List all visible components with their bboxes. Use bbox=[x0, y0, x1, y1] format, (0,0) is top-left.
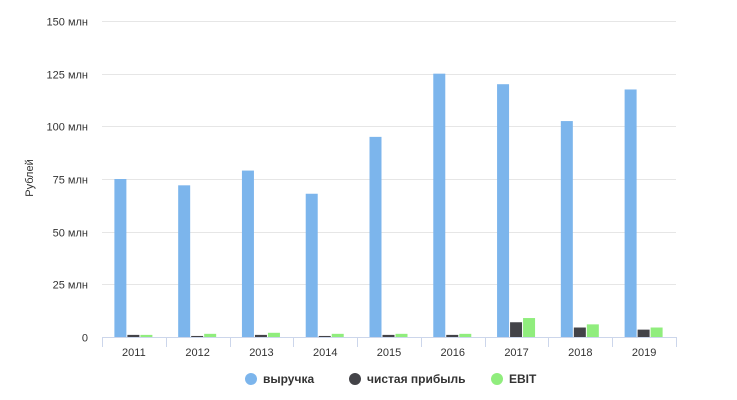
bar-выручка-2015[interactable] bbox=[369, 136, 382, 337]
bar-EBIT-2016[interactable] bbox=[459, 333, 472, 337]
bar-чистая-прибыль-2018[interactable] bbox=[573, 327, 586, 337]
y-tick-label: 50 млн bbox=[53, 228, 88, 240]
legend-label: чистая прибыль bbox=[367, 372, 466, 386]
bar-EBIT-2014[interactable] bbox=[331, 333, 344, 337]
x-tick-label: 2017 bbox=[504, 347, 528, 359]
x-tick-label: 2016 bbox=[441, 347, 465, 359]
bar-чистая-прибыль-2013[interactable] bbox=[254, 334, 267, 337]
x-tick-label: 2011 bbox=[122, 347, 146, 359]
bar-EBIT-2012[interactable] bbox=[204, 333, 217, 337]
legend-item[interactable]: чистая прибыль bbox=[349, 372, 466, 386]
y-tick-label: 0 bbox=[82, 333, 88, 345]
bar-EBIT-2015[interactable] bbox=[395, 333, 408, 337]
bar-выручка-2016[interactable] bbox=[433, 73, 446, 338]
y-tick-label: 150 млн bbox=[47, 17, 88, 29]
bar-EBIT-2018[interactable] bbox=[586, 324, 599, 337]
bar-чистая-прибыль-2016[interactable] bbox=[446, 334, 459, 337]
bar-EBIT-2013[interactable] bbox=[267, 332, 280, 337]
legend-marker bbox=[349, 373, 361, 385]
x-tick-label: 2018 bbox=[568, 347, 592, 359]
axes: 0 25 млн 50 млн 75 млн 100 млн 125 млн 150 млн… bbox=[47, 17, 677, 359]
bar-выручка-2012[interactable] bbox=[178, 185, 191, 337]
bar-чистая-прибыль-2011[interactable] bbox=[127, 334, 140, 337]
x-tick-label: 2014 bbox=[313, 347, 337, 359]
bar-чистая-прибыль-2014[interactable] bbox=[318, 335, 331, 337]
bar-EBIT-2019[interactable] bbox=[650, 327, 663, 337]
legend-label: EBIT bbox=[509, 372, 537, 386]
legend-marker bbox=[491, 373, 503, 385]
legend-marker bbox=[245, 373, 257, 385]
legend-label: выручка bbox=[263, 372, 314, 386]
y-tick-label: 100 млн bbox=[47, 122, 88, 134]
bars bbox=[114, 73, 663, 338]
x-tick-label: 2019 bbox=[632, 347, 656, 359]
x-tick-label: 2012 bbox=[185, 347, 209, 359]
bar-выручка-2019[interactable] bbox=[624, 89, 637, 337]
bar-выручка-2013[interactable] bbox=[241, 170, 254, 337]
bar-чистая-прибыль-2019[interactable] bbox=[637, 329, 650, 337]
bar-EBIT-2017[interactable] bbox=[523, 318, 536, 337]
y-tick-label: 75 млн bbox=[53, 175, 88, 187]
legend: выручка чистая прибыль EBIT bbox=[245, 372, 537, 386]
x-tick-label: 2015 bbox=[377, 347, 401, 359]
gridlines bbox=[102, 21, 676, 285]
y-tick-label: 125 млн bbox=[47, 70, 88, 82]
bar-EBIT-2011[interactable] bbox=[140, 334, 153, 337]
legend-item[interactable]: EBIT bbox=[491, 372, 537, 386]
y-axis-title: Рублей bbox=[24, 159, 36, 196]
bar-выручка-2018[interactable] bbox=[560, 121, 573, 337]
bar-чистая-прибыль-2017[interactable] bbox=[510, 322, 523, 337]
x-tick-label: 2013 bbox=[249, 347, 273, 359]
legend-item[interactable]: выручка bbox=[245, 372, 314, 386]
bar-выручка-2017[interactable] bbox=[497, 84, 510, 337]
bar-выручка-2011[interactable] bbox=[114, 179, 127, 337]
bar-выручка-2014[interactable] bbox=[305, 193, 318, 337]
bar-чистая-прибыль-2015[interactable] bbox=[382, 334, 395, 337]
y-tick-label: 25 млн bbox=[53, 280, 88, 292]
bar-чистая-прибыль-2012[interactable] bbox=[191, 335, 204, 337]
